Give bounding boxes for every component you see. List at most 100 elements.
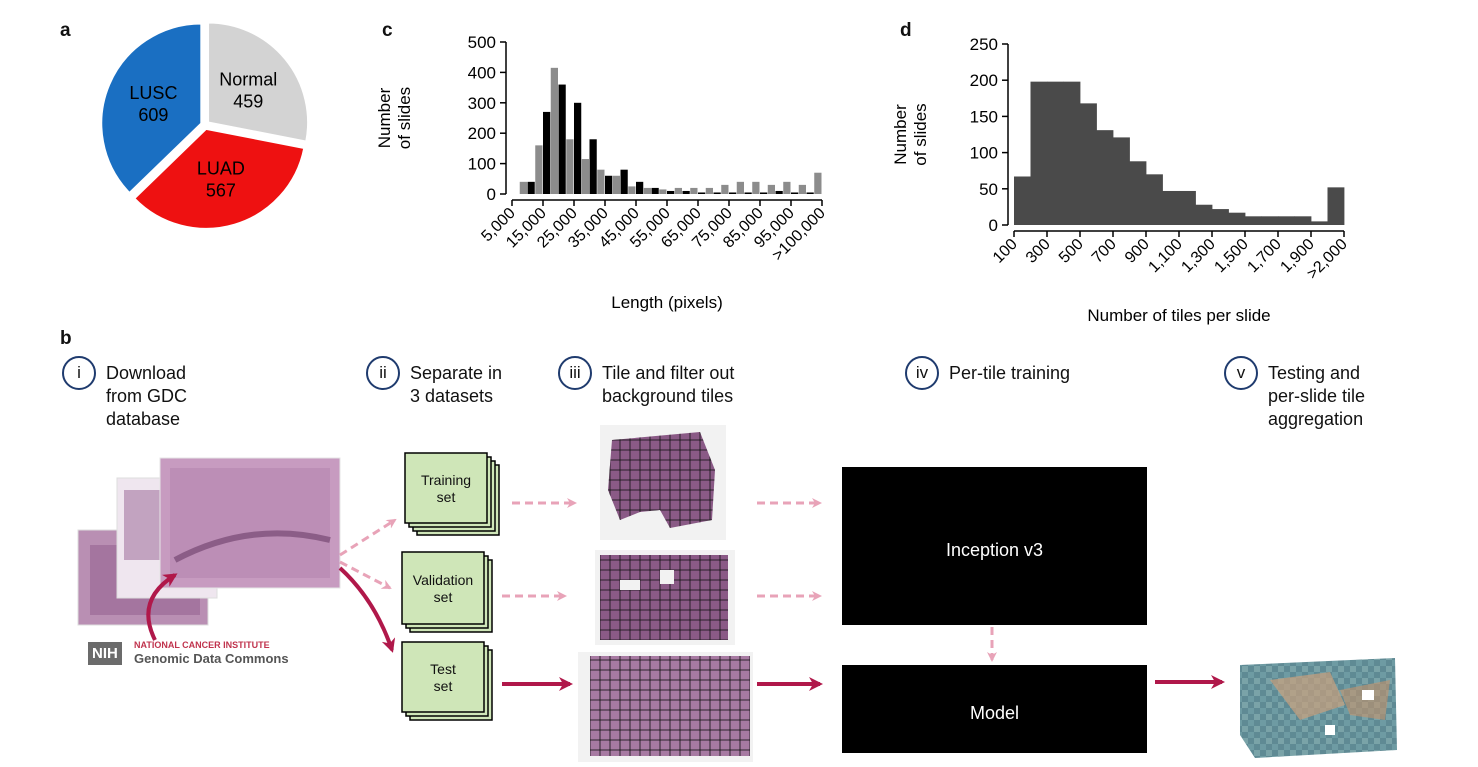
bar [605,175,613,194]
step-number: ii [366,356,400,390]
x-axis-label: Length (pixels) [611,293,723,312]
x-tick-label: 1,700 [1244,236,1284,276]
bar [775,190,783,194]
y-tick-label: 50 [979,180,998,199]
test-set-label: Test set [430,661,456,694]
x-tick-label: 300 [1023,236,1054,267]
bar [1311,221,1328,225]
bar [1080,103,1097,225]
bar [736,181,744,194]
step-text: Per-tile training [949,363,1071,383]
bar [744,192,752,194]
panel-label-c: c [382,20,393,41]
step-tile: iii Tile and filter out background tiles [558,356,734,408]
bar [1327,187,1345,225]
bar [1129,161,1147,225]
inception-box [842,467,1147,625]
step-number: iv [905,356,939,390]
step-testing: v Testing and per-slide tile aggregation [1224,356,1366,431]
y-tick-label: 500 [468,33,496,52]
validation-set-label: Validation set [412,572,474,605]
test-set-stack [401,641,493,721]
gdc-text: Genomic Data Commons [134,651,289,666]
pie-slice-normal [207,21,310,143]
x-tick-label: 1,300 [1178,236,1218,276]
training-set-label: Training set [420,472,472,505]
step-number: v [1224,356,1258,390]
bar [574,102,582,194]
y-axis-label: Numberof slides [891,103,930,165]
bar [698,192,706,194]
bar [1096,130,1114,225]
bar [674,187,682,194]
step-separate: ii Separate in 3 datasets [366,356,503,408]
nih-tag: NIH [88,642,122,665]
arrow-to-validation [339,560,392,590]
bar [1014,176,1031,225]
y-tick-label: 150 [970,107,998,126]
bar [814,172,822,194]
y-tick-label: 300 [468,94,496,113]
pie-value: 567 [206,181,236,201]
y-tick-label: 100 [970,144,998,163]
y-tick-label: 100 [468,155,496,174]
bar [713,192,721,194]
bar [1278,216,1295,225]
validation-set-stack [401,551,493,633]
x-tick-label: 1,500 [1211,236,1251,276]
bar [767,184,775,194]
bar [566,139,574,194]
step-text: Separate in 3 datasets [410,363,503,406]
upload-arrow [146,573,178,641]
model-label: Model [969,703,1020,723]
x-axis-label: Number of tiles per slide [1087,306,1270,325]
bar [783,181,791,194]
y-axis-label: Numberof slides [375,87,414,149]
bar [558,84,566,194]
y-tick-label: 400 [468,63,496,82]
panel-label-a: a [60,20,71,41]
inception-label: Inception v3 [945,540,1044,560]
bar [581,159,589,194]
tiled-slide-test [578,652,753,762]
bar [643,187,651,194]
bar [628,186,636,194]
bar [806,192,814,194]
bar [659,189,667,194]
bar [1113,137,1130,225]
bar [543,111,551,194]
bar [527,181,535,194]
tiled-slide-training [600,425,726,540]
bar [1162,190,1180,225]
bar [760,192,768,194]
bar [535,145,543,194]
bar [682,190,690,194]
bar [667,190,675,194]
pie-value: 609 [138,105,168,125]
bar [1063,81,1081,225]
nih-gdc-logo: NIH NATIONAL CANCER INSTITUTE Genomic Da… [88,640,289,666]
bar [705,187,713,194]
bar [1146,174,1163,225]
x-tick-label: 100 [990,236,1021,267]
bar [1179,190,1196,225]
bar [1030,81,1048,225]
slide-stack [77,457,341,626]
bar [519,181,527,194]
step-text: Testing and per-slide tile aggregation [1268,363,1366,429]
panel-label-d: d [900,20,912,41]
bar [612,175,620,194]
bar [729,192,737,194]
pie-label: Normal [219,69,277,89]
bar [597,169,605,194]
bar [798,184,806,194]
bar [589,139,597,194]
pie-slice-luad [132,127,306,230]
model-box [842,665,1147,753]
bar [1047,81,1064,225]
pie-label: LUAD [197,159,245,179]
